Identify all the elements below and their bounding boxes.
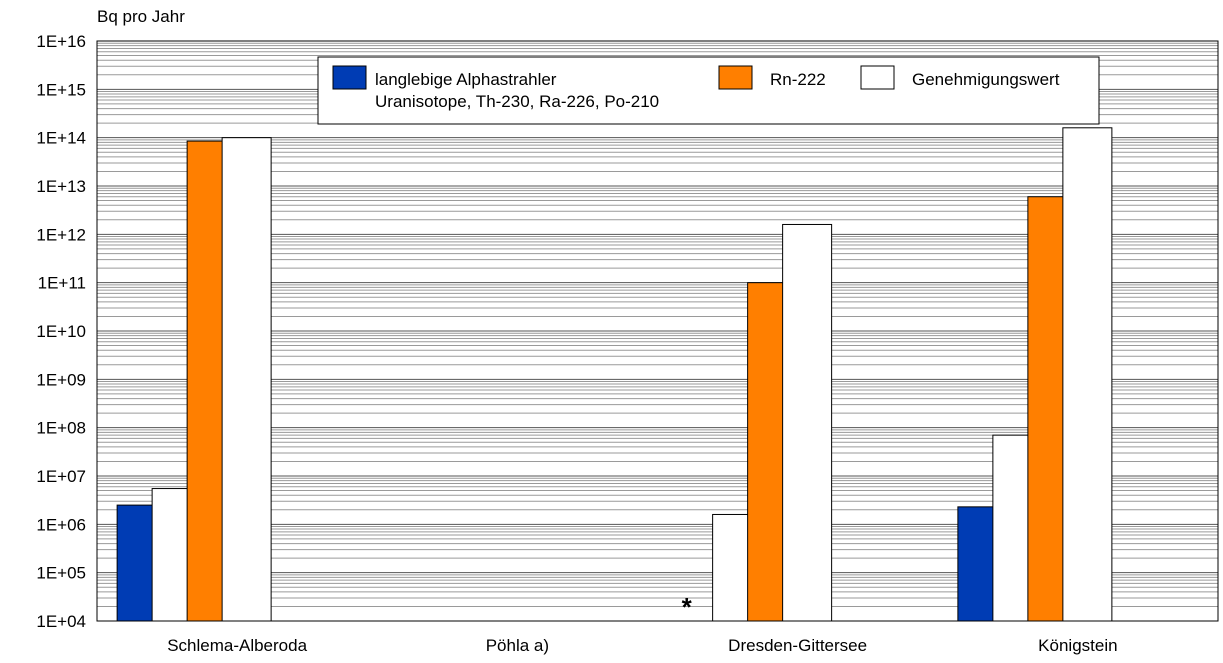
legend-swatch [332,65,367,90]
y-tick-label: 1E+15 [36,80,86,99]
legend-label: Uranisotope, Th-230, Ra-226, Po-210 [375,92,659,111]
y-tick-label: 1E+08 [36,419,86,438]
y-tick-label: 1E+16 [36,32,86,51]
bar-limit-rn222 [1062,127,1113,622]
bar-limit-rn222 [221,137,272,622]
y-tick-label: 1E+12 [36,225,86,244]
y-tick-label: 1E+07 [36,467,86,486]
bar-limit-rn222 [782,223,833,622]
y-tick-label: 1E+13 [36,177,86,196]
category-label: Schlema-Alberoda [167,636,307,655]
y-tick-label: 1E+11 [38,274,86,293]
annotation-asterisk: * [682,592,693,622]
legend-label: Rn-222 [770,70,826,89]
category-label: Dresden-Gittersee [728,636,867,655]
bars [116,127,1113,622]
y-axis-label: Bq pro Jahr [97,7,185,26]
legend-swatch [860,65,895,90]
legend-label: Genehmigungswert [912,70,1060,89]
y-tick-label: 1E+09 [36,370,86,389]
y-tick-label: 1E+05 [36,564,86,583]
annotations: * [682,592,693,622]
y-tick-label: 1E+06 [36,515,86,534]
legend-label: langlebige Alphastrahler [375,70,557,89]
category-labels: Schlema-Alberoda Pöhla a) Dresden-Gitterse… [167,636,1117,655]
legend-box [317,56,1100,125]
category-label: Königstein [1038,636,1117,655]
plot-frame [96,40,1219,622]
legend: langlebige Alphastrahler Uranisotope, Th-… [317,56,1100,125]
y-tick-labels: 1E+04 1E+05 1E+06 1E+07 1E+08 1E+09 1E+10 1E+11… [36,32,86,631]
category-label: Pöhla a) [486,636,549,655]
legend-swatch [718,65,753,90]
y-tick-label: 1E+14 [36,129,86,148]
y-tick-label: 1E+04 [36,612,86,631]
y-tick-label: 1E+10 [36,322,86,341]
